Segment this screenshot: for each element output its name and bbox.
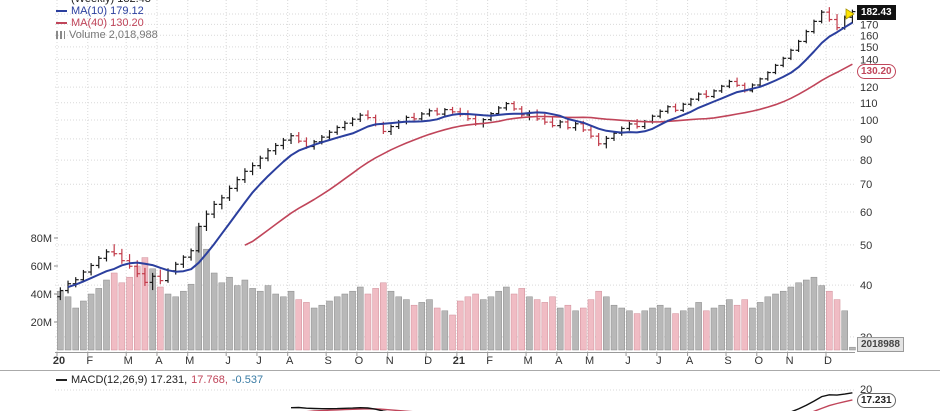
volume-legend-text: Volume 2,018,988 bbox=[69, 29, 158, 41]
svg-text:50: 50 bbox=[860, 240, 872, 252]
macd-histogram-text: -0.537 bbox=[231, 374, 264, 386]
svg-text:J: J bbox=[256, 355, 262, 367]
svg-text:F: F bbox=[486, 355, 493, 367]
svg-text:N: N bbox=[786, 355, 794, 367]
svg-text:21: 21 bbox=[453, 355, 465, 367]
svg-text:160: 160 bbox=[860, 30, 878, 42]
ma40-line-swatch bbox=[56, 22, 67, 25]
macd-line-swatch bbox=[56, 379, 67, 382]
svg-text:A: A bbox=[686, 355, 694, 367]
svg-text:M: M bbox=[524, 355, 533, 367]
svg-text:O: O bbox=[355, 355, 364, 367]
svg-text:90: 90 bbox=[860, 134, 872, 146]
chart-title-text: (Weekly) 182.43 bbox=[71, 0, 151, 5]
volume-axis-labels: 80M 60M 40M 20M bbox=[31, 233, 58, 329]
chart-title: (Weekly) 182.43 bbox=[56, 0, 158, 5]
last-price-marker-icon bbox=[845, 8, 855, 20]
ma40-line bbox=[244, 63, 853, 246]
svg-text:A: A bbox=[155, 355, 163, 367]
macd-value-badge: 17.231 bbox=[857, 393, 896, 408]
macd-legend: MACD(12,26,9) 17.231, 17.768, -0.537 bbox=[56, 374, 263, 386]
svg-text:150: 150 bbox=[860, 42, 878, 54]
volume-bars bbox=[57, 226, 856, 351]
svg-text:80: 80 bbox=[860, 155, 872, 167]
svg-text:80M: 80M bbox=[31, 233, 52, 245]
svg-text:A: A bbox=[286, 355, 294, 367]
ma10-legend: MA(10) 179.12 bbox=[56, 5, 158, 17]
ma10-line-swatch bbox=[56, 10, 67, 13]
last-price-badge: 182.43 bbox=[857, 5, 896, 20]
svg-text:M: M bbox=[585, 355, 594, 367]
ma40-value-badge: 130.20 bbox=[857, 64, 896, 79]
svg-text:140: 140 bbox=[860, 54, 878, 66]
svg-text:40: 40 bbox=[860, 280, 872, 292]
svg-text:M: M bbox=[124, 355, 133, 367]
svg-text:S: S bbox=[324, 355, 331, 367]
svg-text:O: O bbox=[755, 355, 764, 367]
volume-value-badge: 2018988 bbox=[857, 337, 904, 352]
svg-text:D: D bbox=[424, 355, 432, 367]
x-axis: 20 F M A M J J A S O N D 21 F M A M J J A S O N D bbox=[53, 352, 855, 367]
macd-legend-text: MACD(12,26,9) 17.231, bbox=[71, 374, 188, 386]
svg-text:J: J bbox=[656, 355, 662, 367]
ma10-legend-text: MA(10) 179.12 bbox=[71, 5, 144, 17]
ma40-legend-text: MA(40) 130.20 bbox=[71, 17, 144, 29]
svg-text:N: N bbox=[386, 355, 394, 367]
svg-text:A: A bbox=[555, 355, 563, 367]
svg-text:60: 60 bbox=[860, 207, 872, 219]
price-axis-labels: 1801701601501401301201101009080706050403… bbox=[860, 9, 878, 344]
svg-text:60M: 60M bbox=[31, 261, 52, 273]
svg-text:20M: 20M bbox=[31, 317, 52, 329]
volume-legend: Volume 2,018,988 bbox=[56, 29, 158, 41]
svg-text:110: 110 bbox=[860, 98, 878, 110]
svg-text:J: J bbox=[625, 355, 631, 367]
svg-text:70: 70 bbox=[860, 179, 872, 191]
svg-text:120: 120 bbox=[860, 82, 878, 94]
svg-text:20: 20 bbox=[53, 355, 65, 367]
svg-text:F: F bbox=[86, 355, 93, 367]
svg-text:40M: 40M bbox=[31, 289, 52, 301]
svg-text:100: 100 bbox=[860, 115, 878, 127]
ma10-line bbox=[67, 21, 853, 289]
svg-text:J: J bbox=[225, 355, 231, 367]
macd-lines bbox=[290, 392, 853, 411]
svg-text:D: D bbox=[824, 355, 832, 367]
ma40-legend: MA(40) 130.20 bbox=[56, 17, 158, 29]
price-legend: (Weekly) 182.43 MA(10) 179.12 MA(40) 130… bbox=[56, 0, 158, 41]
svg-text:M: M bbox=[185, 355, 194, 367]
svg-text:S: S bbox=[724, 355, 731, 367]
macd-signal-text: 17.768, bbox=[191, 374, 228, 386]
volume-legend-swatch bbox=[56, 31, 65, 40]
svg-text:170: 170 bbox=[860, 19, 878, 31]
